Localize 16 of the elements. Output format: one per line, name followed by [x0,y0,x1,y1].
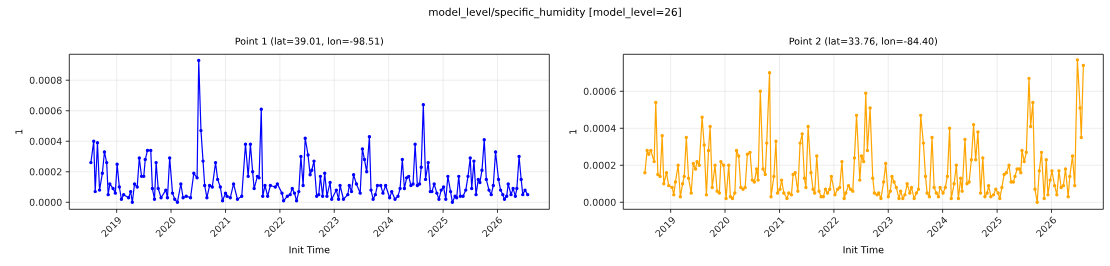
x-axis-title: Init Time [289,245,330,254]
y-tick-label: 0.0002 [583,161,616,169]
y-tick-label: 0.0002 [29,168,62,176]
y-tick-label: 0.0004 [583,124,616,132]
y-tick-label: 0.0000 [583,198,616,206]
x-axis-title: Init Time [843,245,884,254]
y-tick-label: 0.0006 [583,87,616,95]
y-tick-label: 0.0006 [29,107,62,115]
y-tick-label: 0.0000 [29,198,62,206]
chart-title: Point 1 (lat=39.01, lon=-98.51) [235,37,383,46]
text: model_level/specific_humidity [model_level=26] [429,7,681,19]
y-tick-label: 0.0008 [29,76,62,84]
chart-title: Point 2 (lat=33.76, lon=-84.40) [789,37,937,46]
y-axis-title: 1 [569,129,577,134]
y-tick-label: 0.0004 [29,137,62,145]
y-axis-title: 1 [15,129,23,134]
